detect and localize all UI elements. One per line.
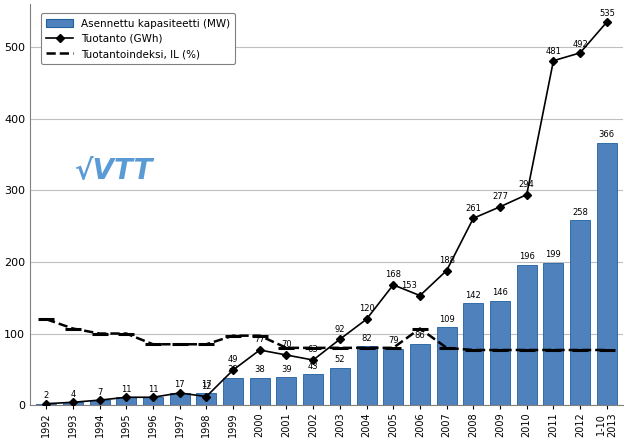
Bar (277, 377, 297, 405)
Text: 11: 11 (121, 385, 132, 394)
Bar (330, 368, 350, 405)
Legend: Asennettu kapasiteetti (MW), Tuotanto (GWh), Tuotantoindeksi, IL (%): Asennettu kapasiteetti (MW), Tuotanto (G… (41, 13, 235, 64)
Bar (116, 397, 136, 405)
Bar (490, 301, 510, 405)
Text: 109: 109 (439, 314, 455, 324)
Bar (196, 393, 216, 405)
Bar (410, 344, 430, 405)
Text: 535: 535 (599, 9, 614, 18)
Text: 196: 196 (519, 252, 535, 261)
Bar (90, 400, 110, 405)
Text: 492: 492 (572, 40, 588, 49)
Bar (170, 393, 190, 405)
Text: 2: 2 (43, 391, 49, 400)
Bar (544, 263, 564, 405)
Text: 261: 261 (465, 204, 482, 213)
Bar (143, 397, 163, 405)
Text: 11: 11 (148, 385, 158, 394)
Bar (36, 404, 56, 405)
Text: 49: 49 (228, 355, 238, 364)
Bar (63, 402, 83, 405)
Text: 277: 277 (492, 192, 508, 201)
Text: 7: 7 (97, 388, 102, 396)
Text: 39: 39 (281, 365, 292, 374)
Text: 70: 70 (281, 340, 292, 349)
Text: 63: 63 (308, 345, 319, 354)
Bar (517, 265, 537, 405)
Text: 4: 4 (70, 390, 75, 399)
Bar (223, 378, 243, 405)
Text: 199: 199 (545, 250, 561, 259)
Text: 146: 146 (492, 288, 508, 297)
Text: 366: 366 (599, 131, 615, 139)
Text: 77: 77 (255, 335, 265, 344)
Text: 12: 12 (201, 382, 211, 391)
Bar (463, 303, 483, 405)
Bar (250, 378, 270, 405)
Text: 168: 168 (385, 270, 401, 279)
Bar (436, 327, 456, 405)
Bar (570, 220, 590, 405)
Text: 258: 258 (572, 208, 588, 217)
Text: 153: 153 (401, 281, 417, 290)
Text: √VTT: √VTT (75, 157, 153, 185)
Text: 92: 92 (335, 325, 345, 333)
Text: 79: 79 (388, 336, 399, 345)
Text: 82: 82 (361, 334, 372, 343)
Text: 142: 142 (465, 291, 481, 300)
Bar (597, 143, 617, 405)
Text: 17: 17 (174, 381, 185, 389)
Text: 38: 38 (255, 365, 265, 374)
Bar (303, 374, 323, 405)
Text: 52: 52 (335, 355, 345, 364)
Bar (357, 347, 377, 405)
Text: 188: 188 (439, 256, 455, 265)
Text: 294: 294 (519, 180, 535, 189)
Text: 43: 43 (308, 362, 319, 371)
Text: 481: 481 (545, 48, 561, 56)
Text: 17: 17 (201, 381, 212, 389)
Text: 120: 120 (359, 304, 374, 314)
Text: 38: 38 (228, 365, 238, 374)
Text: 86: 86 (414, 331, 425, 340)
Bar (383, 348, 403, 405)
